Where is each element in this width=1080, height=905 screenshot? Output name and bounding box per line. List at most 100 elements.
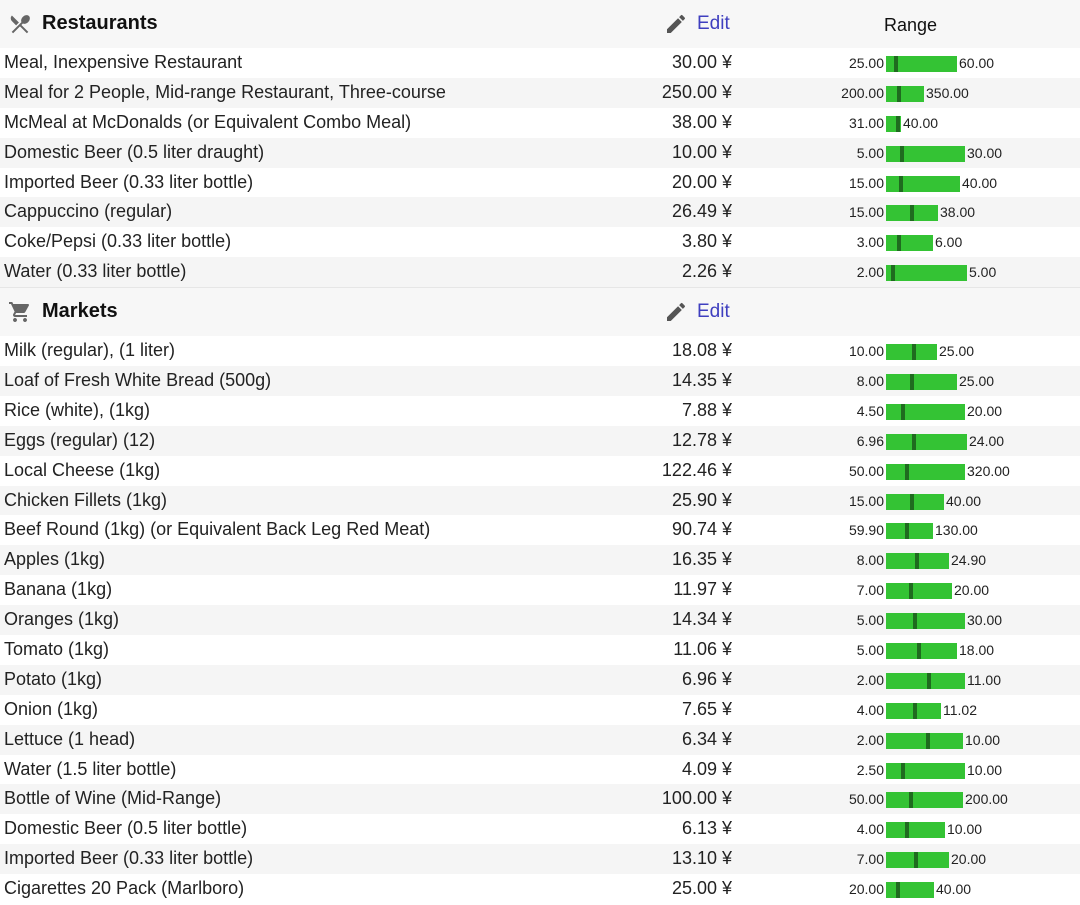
table-row: Coke/Pepsi (0.33 liter bottle) 3.80 ¥ 3.00… [0, 227, 1080, 257]
section-header: Restaurants Edit Range [0, 0, 1080, 48]
price-marker [901, 762, 905, 779]
range-max: 10.00 [967, 761, 1003, 778]
item-name: Chicken Fillets (1kg) [4, 489, 168, 510]
range-bar [886, 56, 957, 72]
item-price: 2.26 ¥ [681, 261, 732, 282]
edit-link[interactable]: Edit [664, 10, 730, 38]
item-price: 30.00 ¥ [671, 52, 732, 72]
price-marker [909, 583, 913, 600]
range-bar [886, 344, 937, 361]
item-name: Apples (1kg) [4, 549, 106, 570]
price-marker [905, 822, 909, 839]
price-marker [909, 792, 913, 809]
item-name: Rice (white), (1kg) [4, 399, 151, 420]
item-price: 12.78 ¥ [671, 429, 732, 450]
range-bar [886, 145, 965, 162]
item-price: 14.34 ¥ [671, 609, 732, 630]
item-name: Local Cheese (1kg) [4, 459, 161, 480]
price-marker [910, 493, 914, 510]
range-bar [886, 882, 934, 899]
table-row: Lettuce (1 head) 6.34 ¥ 2.00 10.00 [0, 724, 1080, 755]
price-marker [894, 56, 898, 72]
range-bar [886, 205, 938, 222]
table-row: Tomato (1kg) 11.06 ¥ 5.00 18.00 [0, 635, 1080, 665]
item-name: Meal, Inexpensive Restaurant [4, 52, 243, 72]
table-row: Apples (1kg) 16.35 ¥ 8.00 24.90 [0, 545, 1080, 576]
range-min: 15.00 [848, 174, 884, 191]
item-name: Beef Round (1kg) (or Equivalent Back Leg… [4, 519, 431, 540]
range-max: 40.00 [962, 174, 998, 191]
item-name: Loaf of Fresh White Bread (500g) [4, 370, 272, 391]
price-marker [913, 702, 917, 719]
range-max: 38.00 [940, 204, 976, 221]
price-marker [891, 265, 895, 282]
range-bar [886, 493, 944, 510]
range-bar [886, 374, 957, 391]
item-price: 38.00 ¥ [671, 111, 732, 132]
range-max: 30.00 [967, 144, 1003, 161]
range-min: 8.00 [856, 552, 884, 569]
range-min: 50.00 [848, 791, 884, 808]
item-price: 11.97 ¥ [673, 579, 732, 600]
range-bar [886, 583, 952, 600]
range-bar [886, 403, 965, 420]
edit-link[interactable]: Edit [664, 298, 730, 326]
price-marker [910, 374, 914, 391]
range-max: 5.00 [969, 264, 997, 281]
range-bar [886, 672, 965, 689]
range-min: 31.00 [848, 114, 884, 131]
section-title: Markets [42, 300, 118, 323]
range-max: 320.00 [967, 462, 1010, 479]
item-price: 7.65 ¥ [681, 698, 732, 719]
price-marker [897, 235, 901, 252]
range-min: 2.50 [856, 761, 884, 778]
table-row: Water (0.33 liter bottle) 2.26 ¥ 2.00 5.00 [0, 257, 1080, 288]
item-price: 6.34 ¥ [681, 728, 732, 749]
range-max: 18.00 [959, 642, 995, 659]
item-name: Meal for 2 People, Mid-range Restaurant,… [4, 81, 446, 102]
item-price: 7.88 ¥ [681, 399, 732, 420]
table-row: Meal for 2 People, Mid-range Restaurant,… [0, 77, 1080, 108]
price-marker [901, 403, 905, 420]
table-row: Chicken Fillets (1kg) 25.90 ¥ 15.00 40.00 [0, 485, 1080, 516]
range-max: 130.00 [935, 522, 978, 539]
range-min: 15.00 [848, 204, 884, 221]
item-price: 4.09 ¥ [681, 758, 732, 779]
table-row: Domestic Beer (0.5 liter draught) 10.00 ¥… [0, 137, 1080, 168]
range-min: 59.90 [848, 522, 884, 539]
range-min: 5.00 [856, 642, 884, 659]
range-header: Range [884, 15, 938, 35]
range-bar [886, 732, 963, 749]
range-min: 20.00 [848, 881, 884, 898]
range-max: 20.00 [954, 582, 990, 599]
range-max: 11.02 [943, 701, 977, 718]
item-price: 16.35 ¥ [671, 549, 732, 570]
range-max: 60.00 [959, 55, 995, 71]
range-bar [886, 613, 965, 630]
price-marker [897, 85, 901, 102]
range-min: 4.00 [856, 701, 884, 718]
item-price: 250.00 ¥ [661, 81, 732, 102]
range-min: 2.00 [856, 731, 884, 748]
range-max: 40.00 [903, 114, 939, 131]
range-max: 25.00 [959, 373, 995, 390]
item-name: Cappuccino (regular) [4, 201, 173, 222]
item-name: McMeal at McDonalds (or Equivalent Combo… [4, 111, 412, 132]
table-row: Water (1.5 liter bottle) 4.09 ¥ 2.50 10.00 [0, 755, 1080, 785]
item-price: 122.46 ¥ [661, 459, 732, 480]
section-restaurants: Restaurants Edit Range Meal, Inexpensive Re… [0, 0, 1080, 288]
price-marker [914, 852, 918, 869]
price-marker [900, 145, 904, 162]
price-marker [913, 613, 917, 630]
item-price: 6.13 ¥ [681, 818, 732, 839]
table-row: Cappuccino (regular) 26.49 ¥ 15.00 38.00 [0, 197, 1080, 228]
item-name: Tomato (1kg) [4, 639, 110, 660]
range-bar [886, 463, 965, 480]
range-min: 8.00 [856, 373, 884, 390]
section-markets: Markets Edit Milk (regular), (1 liter) 18.0… [0, 287, 1080, 904]
table-row: Oranges (1kg) 14.34 ¥ 5.00 30.00 [0, 605, 1080, 636]
fork-knife-icon [8, 12, 32, 36]
range-min: 50.00 [848, 462, 884, 479]
table-row: Banana (1kg) 11.97 ¥ 7.00 20.00 [0, 575, 1080, 605]
